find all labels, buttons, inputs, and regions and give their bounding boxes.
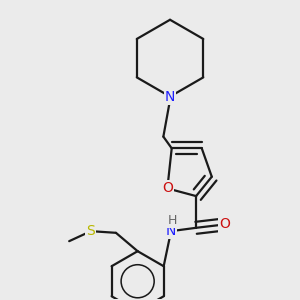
Text: N: N [165, 90, 175, 104]
Text: O: O [219, 218, 230, 232]
Text: H: H [168, 214, 177, 227]
Text: N: N [166, 224, 176, 238]
Text: O: O [162, 182, 173, 195]
Text: S: S [86, 224, 95, 238]
